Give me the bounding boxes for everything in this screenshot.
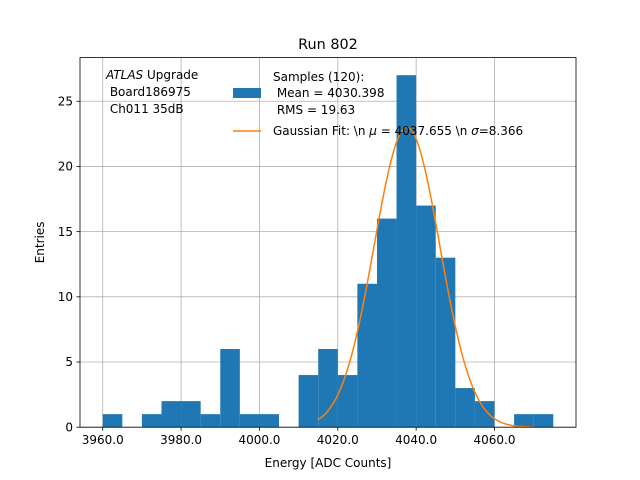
legend-hist-line1: Samples (120): (273, 70, 364, 84)
histogram-bar (259, 414, 280, 428)
histogram-bar (435, 257, 456, 428)
plot-frame (79, 57, 577, 428)
histogram-bar (514, 414, 534, 428)
x-tick-label: 4000.0 (238, 433, 280, 447)
histogram-bar (298, 375, 319, 428)
annotation-board: Board186975 (106, 85, 191, 99)
legend-hist-line3: RMS = 19.63 (273, 103, 355, 117)
y-tick-label: 10 (58, 290, 73, 304)
svg-text:ATLAS Upgrade: ATLAS Upgrade (105, 68, 198, 82)
histogram-bar (220, 348, 240, 428)
legend-hist-line2: Mean = 4030.398 (273, 86, 384, 100)
chart-title: Run 802 (298, 37, 358, 53)
legend: Samples (120): Mean = 4030.398 RMS = 19.… (233, 70, 523, 138)
histogram-bar (337, 375, 358, 428)
x-tick-label: 4060.0 (474, 433, 516, 447)
y-axis-ticks: 0 5 10 15 20 25 (58, 94, 80, 434)
x-tick-label: 4040.0 (395, 433, 437, 447)
histogram-bar (474, 401, 495, 428)
y-axis-label: Entries (33, 222, 47, 264)
x-tick-label: 4020.0 (317, 433, 359, 447)
histogram-bar (396, 75, 417, 428)
y-tick-label: 20 (58, 160, 73, 174)
legend-fit-mu: μ (368, 124, 377, 138)
y-tick-label: 25 (58, 94, 73, 108)
annotation-upgrade: Upgrade (143, 68, 198, 82)
x-axis-label: Energy [ADC Counts] (265, 456, 392, 470)
x-tick-label: 3980.0 (160, 433, 202, 447)
legend-fit-sigma: σ (471, 124, 479, 138)
histogram-bar (318, 348, 338, 428)
histogram-bar (200, 414, 221, 428)
gaussian-fit-curve (317, 126, 534, 428)
grid-lines (80, 57, 576, 428)
histogram-bar (141, 414, 162, 428)
y-tick-label: 15 (58, 225, 73, 239)
y-tick-label: 0 (65, 420, 73, 434)
y-tick-label: 5 (65, 355, 73, 369)
histogram-bar (181, 401, 201, 428)
legend-fit-prefix: Gaussian Fit: \n (273, 124, 369, 138)
annotation-channel: Ch011 35dB (106, 102, 184, 116)
legend-fit-suffix: =8.366 (479, 124, 523, 138)
x-axis-ticks: 3960.0 3980.0 4000.0 4020.0 4040.0 4060.0 (82, 427, 516, 447)
x-tick-label: 3960.0 (82, 433, 124, 447)
legend-fit-label: Gaussian Fit: \n μ = 4037.655 \n σ=8.366 (273, 124, 523, 138)
legend-fit-mid: = 4037.655 \n (377, 124, 471, 138)
legend-hist-swatch (233, 88, 261, 98)
histogram-bar (376, 218, 397, 428)
histogram-bar (455, 388, 475, 428)
histogram-bar (239, 414, 260, 428)
atlas-annotation: ATLAS Upgrade Board186975 Ch011 35dB (105, 68, 198, 116)
histogram-bar (416, 205, 436, 428)
histogram-bar (161, 401, 182, 428)
histogram-bar (102, 414, 123, 428)
annotation-atlas: ATLAS (105, 68, 144, 82)
histogram-bar (357, 283, 377, 428)
histogram-bar (533, 414, 554, 428)
